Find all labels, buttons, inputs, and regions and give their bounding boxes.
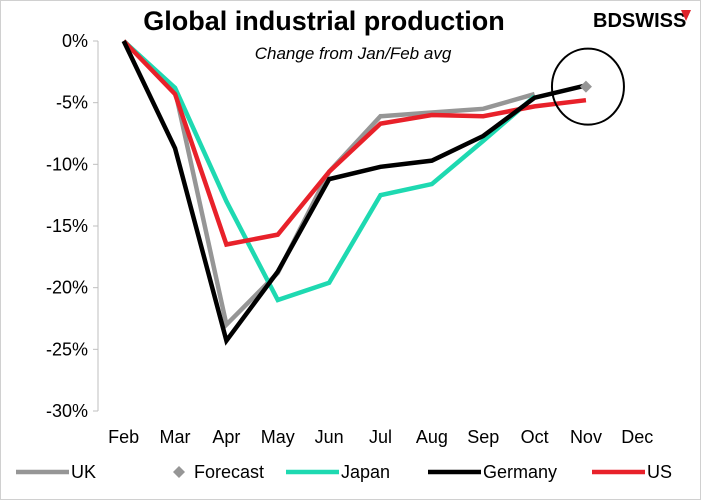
y-tick-label: -20% [46,278,88,298]
x-tick-label: Apr [212,427,240,447]
highlight-circle [550,47,625,126]
y-tick-label: -10% [46,154,88,174]
x-tick-label: Dec [621,427,653,447]
x-tick-label: Jul [369,427,392,447]
legend-label-forecast: Forecast [194,462,264,482]
legend-label-germany: Germany [483,462,557,482]
legend-label-us: US [647,462,672,482]
x-tick-label: Sep [467,427,499,447]
x-tick-label: Feb [108,427,139,447]
japan-series-line [122,39,537,303]
brand-mark-icon [681,10,691,21]
chart-subtitle: Change from Jan/Feb avg [255,44,452,63]
chart-title: Global industrial production [143,6,505,36]
germany-series-line [121,40,587,346]
y-tick-label: 0% [62,31,88,51]
y-tick-label: -15% [46,216,88,236]
chart-legend: UK Forecast Japan Germany US [16,462,672,482]
legend-label-uk: UK [71,462,96,482]
legend-swatch-forecast [173,466,185,478]
series-layer [121,39,592,346]
legend-label-japan: Japan [341,462,390,482]
x-tick-label: Mar [160,427,191,447]
brand-text: BDSWISS [593,10,686,32]
legend-item-uk: UK [16,462,96,482]
x-tick-label: May [261,427,295,447]
legend-item-us: US [592,462,672,482]
legend-item-japan: Japan [286,462,390,482]
y-tick-label: -30% [46,401,88,421]
brand-logo: BDSWISS [593,10,691,32]
forecast-point [579,80,592,93]
x-tick-label: Jun [315,427,344,447]
legend-item-forecast: Forecast [173,462,264,482]
x-tick-label: Nov [570,427,602,447]
y-tick-label: -25% [46,339,88,359]
y-tick-label: -5% [56,93,88,113]
x-tick-label: Oct [521,427,549,447]
legend-item-germany: Germany [428,462,557,482]
annotation-layer [550,47,625,126]
chart-axes: 0% -5% -10% -15% -20% -25% -30% Feb Mar Apr May Jun… [46,31,653,447]
x-tick-label: Aug [416,427,448,447]
us-series-line [122,39,587,248]
